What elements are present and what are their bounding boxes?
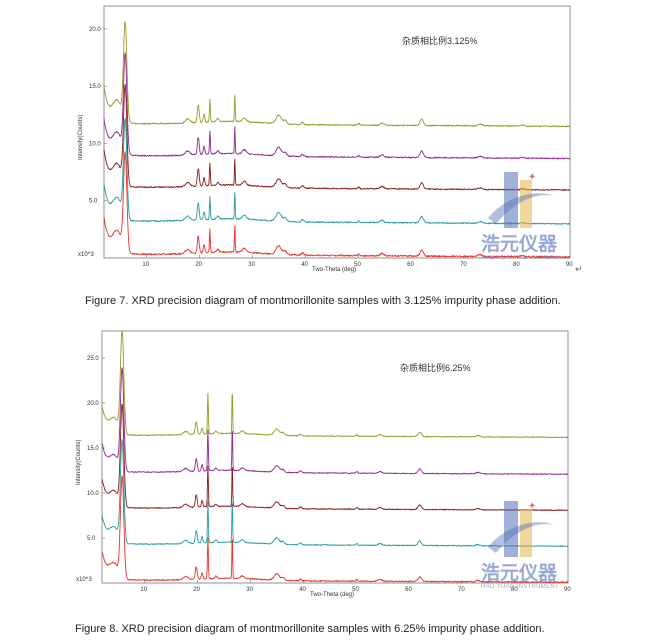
x-tick-label: 20 — [195, 262, 202, 268]
x-tick-label: 30 — [246, 587, 253, 593]
x-tick-label: 60 — [405, 587, 412, 593]
x-tick-label: 70 — [460, 262, 467, 268]
y-tick-label: 15.0 — [87, 446, 99, 452]
series-line-5 — [101, 330, 569, 439]
y-tick-label: 20.0 — [89, 27, 101, 33]
y-tick-label: 15.0 — [89, 84, 101, 90]
y-tick-label: 20.0 — [87, 401, 99, 407]
series-line-4 — [101, 367, 569, 476]
series-line-2 — [101, 439, 569, 548]
chart-1-annotation: 杂质相比例3.125% — [402, 35, 478, 46]
figure-7: 10 20 30 40 50 60 70 80 905.010.015.020.0 x10^3 … — [78, 5, 583, 307]
chart-1-y-axis-label: Intensity(Counts) — [78, 115, 84, 160]
chart-2-annotation: 杂质相比例6.25% — [400, 362, 471, 373]
y-tick-label: 10.0 — [87, 491, 99, 497]
x-tick-label: 70 — [458, 587, 465, 593]
x-tick-label: 90 — [566, 262, 573, 268]
logo-star-icon: ✦ — [528, 501, 536, 512]
figure-8: 10 20 30 40 50 60 70 80 90 5.0 10.0 15.0 20.0 25.0 x1… — [75, 330, 571, 635]
x-tick-label: 50 — [354, 262, 361, 268]
figure-7-caption: Figure 7. XRD precision diagram of montm… — [85, 295, 561, 307]
series-line-3 — [101, 403, 569, 512]
chart-1-x-axis-label: Two-Theta (deg) — [312, 267, 356, 273]
watermark-subtext: HAO YUAN INSTRUMENT — [481, 584, 559, 590]
watermark-text: 浩元仪器 — [481, 233, 558, 255]
chart-2-x-axis-label: Two-Theta (deg) — [310, 592, 354, 598]
x-tick-label: 50 — [352, 587, 359, 593]
x-tick-label: 40 — [301, 262, 308, 268]
figure-8-caption: Figure 8. XRD precision diagram of montm… — [75, 623, 545, 635]
x-tick-label: 40 — [299, 587, 306, 593]
series-line-2 — [103, 117, 571, 225]
x-tick-label: 80 — [513, 262, 520, 268]
logo-swoosh-icon — [488, 193, 554, 224]
chart-2-plot: 10 20 30 40 50 60 70 80 90 5.0 10.0 15.0 20.0 25.0 — [87, 330, 571, 593]
x-tick-label: 10 — [140, 587, 147, 593]
watermark-text: 浩元仪器 — [481, 562, 558, 584]
chart-1-y-multiplier: x10^3 — [78, 252, 94, 258]
y-tick-label: 25.0 — [87, 356, 99, 362]
logo-mark-gold-icon — [520, 180, 532, 228]
figure-7-return-mark: ↵ — [575, 264, 583, 274]
logo-swoosh-icon — [488, 522, 554, 553]
logo-mark-gold-icon — [520, 509, 532, 557]
watermark-logo: ✦ 浩元仪器 HAO YUAN INSTRUMENT — [481, 501, 559, 590]
y-tick-label: 5.0 — [87, 536, 96, 542]
series-line-5 — [103, 21, 571, 128]
series-line-3 — [103, 83, 571, 191]
y-tick-label: 10.0 — [89, 141, 101, 147]
x-tick-label: 20 — [193, 587, 200, 593]
x-tick-label: 80 — [511, 587, 518, 593]
x-tick-label: 90 — [564, 587, 571, 593]
x-tick-label: 10 — [142, 262, 149, 268]
logo-mark-icon — [504, 501, 518, 557]
watermark-subtext: HAO YUAN INSTRUMENT — [481, 255, 559, 261]
chart-2-y-multiplier: x10^3 — [76, 577, 92, 583]
y-tick-label: 5.0 — [89, 199, 98, 205]
series-line-1 — [103, 151, 571, 259]
chart-1-plot: 10 20 30 40 50 60 70 80 90 5.0 10.0 15.0 20.0 — [89, 21, 573, 268]
chart-1-frame — [103, 5, 571, 259]
series-line-1 — [101, 475, 569, 584]
watermark-logo: ✦ 浩元仪器 HAO YUAN INSTRUMENT — [481, 172, 559, 261]
series-line-4 — [103, 52, 571, 160]
x-tick-label: 60 — [407, 262, 414, 268]
logo-star-icon: ✦ — [528, 172, 536, 183]
x-tick-label: 30 — [248, 262, 255, 268]
chart-2-y-axis-label: Intensity(Counts) — [76, 440, 82, 485]
logo-mark-icon — [504, 172, 518, 228]
chart-2-frame — [101, 330, 569, 584]
